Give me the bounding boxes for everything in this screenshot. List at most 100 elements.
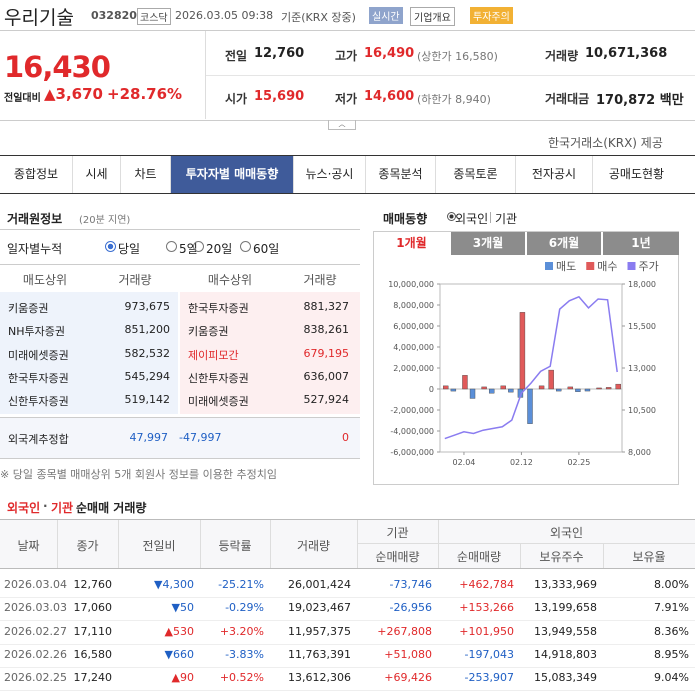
tab[interactable]: 종목토론 (435, 156, 515, 193)
table-cell: 17,060 (73, 601, 113, 615)
table-cell: -253,907 (464, 671, 514, 685)
bar (519, 312, 526, 390)
trend-period[interactable]: 1개월 (374, 232, 449, 255)
collapse-button: ︿ (328, 120, 356, 130)
tab[interactable]: 시세 (72, 156, 120, 193)
bar (615, 383, 621, 390)
trend-period[interactable]: 6개월 (526, 232, 601, 255)
price-divider (205, 31, 206, 119)
table-cell: 8.95% (654, 647, 689, 661)
table-cell: 15,083,349 (534, 671, 597, 685)
source: 한국거래소(KRX) 제공 (548, 136, 663, 150)
bar (556, 388, 562, 392)
y-tick-label: 2,000,000 (393, 364, 434, 373)
bar (584, 388, 591, 392)
tab-bar-bottom (0, 193, 695, 194)
sell-broker: 한국투자증권 (8, 371, 69, 385)
netflow-title: 기관 (51, 501, 74, 515)
head-bottom (0, 568, 695, 569)
x-tick-label: 02.25 (567, 458, 590, 467)
brokers-note: (20분 지연) (79, 215, 131, 226)
y-tick-label: 10,000,000 (388, 280, 434, 289)
sub-header: 순매매량 (456, 550, 502, 564)
period-option[interactable]: 당일 (118, 242, 141, 256)
tab[interactable]: 종합정보 (13, 167, 59, 181)
y2-tick-label: 15,500 (628, 322, 656, 331)
head-mid-line (357, 543, 695, 544)
tab[interactable]: 차트 (120, 156, 170, 193)
buy-broker: 키움증권 (188, 325, 229, 339)
period-option[interactable]: 20일 (206, 242, 233, 256)
sell-broker: 미래에셋증권 (8, 348, 69, 362)
table-cell: +462,784 (459, 578, 514, 591)
table-cell: +153,266 (459, 601, 514, 615)
radio (105, 241, 116, 252)
brokers-title: 거래원정보 (7, 212, 63, 226)
buy-broker: 한국투자증권 (188, 302, 249, 315)
trend-period[interactable]: 1년 (602, 232, 679, 255)
stats-line (206, 75, 695, 76)
toggle-sep (490, 212, 491, 223)
tab[interactable]: 뉴스·공시 (293, 156, 365, 193)
table-cell: 2026.03.03 (4, 601, 67, 615)
table-cell: +101,950 (459, 624, 514, 638)
current-price: 16,430 (4, 50, 111, 84)
bar (481, 386, 487, 390)
table-top (0, 519, 695, 520)
buy-volume: 679,195 (303, 346, 350, 360)
foreign-label: 외국계추정합 (8, 433, 69, 446)
stat-label: 저가 (335, 92, 358, 106)
tab[interactable]: 종목분석 (365, 156, 435, 193)
bar (462, 375, 468, 390)
table-cell: +69,426 (384, 671, 432, 685)
table-cell: 16,580 (73, 647, 113, 661)
trend-toggle[interactable]: 외국인 (455, 212, 489, 226)
buy-volume: 636,007 (303, 369, 350, 383)
y-tick-label: 8,000,000 (393, 301, 434, 310)
stock-name: 우리기술 (4, 7, 74, 29)
table-header: 종가 (76, 539, 99, 553)
foreign-bottom (0, 458, 360, 459)
stat-value: 16,490 (364, 46, 415, 61)
legend-swatch (545, 262, 553, 270)
header-line (0, 30, 695, 31)
table-cell: -197,043 (464, 647, 514, 661)
table-cell: ▼50 (171, 601, 194, 615)
trend-period[interactable]: 3개월 (450, 232, 525, 255)
table-head-bg (0, 520, 695, 568)
rate: +28.76% (107, 85, 183, 103)
col-sep (200, 520, 201, 568)
table-cell: 14,918,803 (534, 647, 597, 661)
table-cell: ▲90 (171, 671, 194, 685)
y2-tick-label: 18,000 (628, 280, 656, 289)
bar (500, 385, 506, 390)
trend-frame (373, 231, 679, 485)
col-sep (603, 543, 604, 568)
sell-volume: 973,675 (124, 300, 171, 313)
trend-title: 매매동향 (383, 212, 428, 226)
table-cell: 12,760 (73, 578, 113, 591)
bar (596, 387, 602, 390)
table-cell: +51,080 (384, 647, 432, 661)
tab[interactable]: 공매도현황 (592, 156, 680, 193)
stat-sub: (상한가 16,580) (417, 50, 498, 63)
legend-label: 매수 (597, 260, 617, 273)
sell-broker: 신한투자증권 (8, 395, 69, 409)
period-option[interactable]: 60일 (253, 242, 280, 256)
legend-label: 매도 (556, 260, 576, 273)
header-badge[interactable]: 기업개요 (410, 7, 455, 26)
tab[interactable]: 투자자별 매매동향 (170, 156, 293, 193)
trend-toggle[interactable]: 기관 (495, 212, 518, 226)
header-badge: 투자주의 (470, 7, 513, 24)
stat-value: 12,760 (254, 46, 305, 61)
stat-value: 10,671,368 (585, 46, 668, 61)
table-cell: 13,199,658 (534, 601, 597, 615)
sell-volume: 519,142 (124, 393, 171, 407)
trend-radio (447, 212, 456, 221)
y-tick-label: -2,000,000 (390, 406, 434, 415)
sell-bg (0, 292, 178, 414)
table-cell: 11,957,375 (288, 624, 351, 638)
tab[interactable]: 전자공시 (515, 156, 592, 193)
foreign-buy: 0 (342, 431, 349, 444)
brokers-line (0, 229, 360, 230)
